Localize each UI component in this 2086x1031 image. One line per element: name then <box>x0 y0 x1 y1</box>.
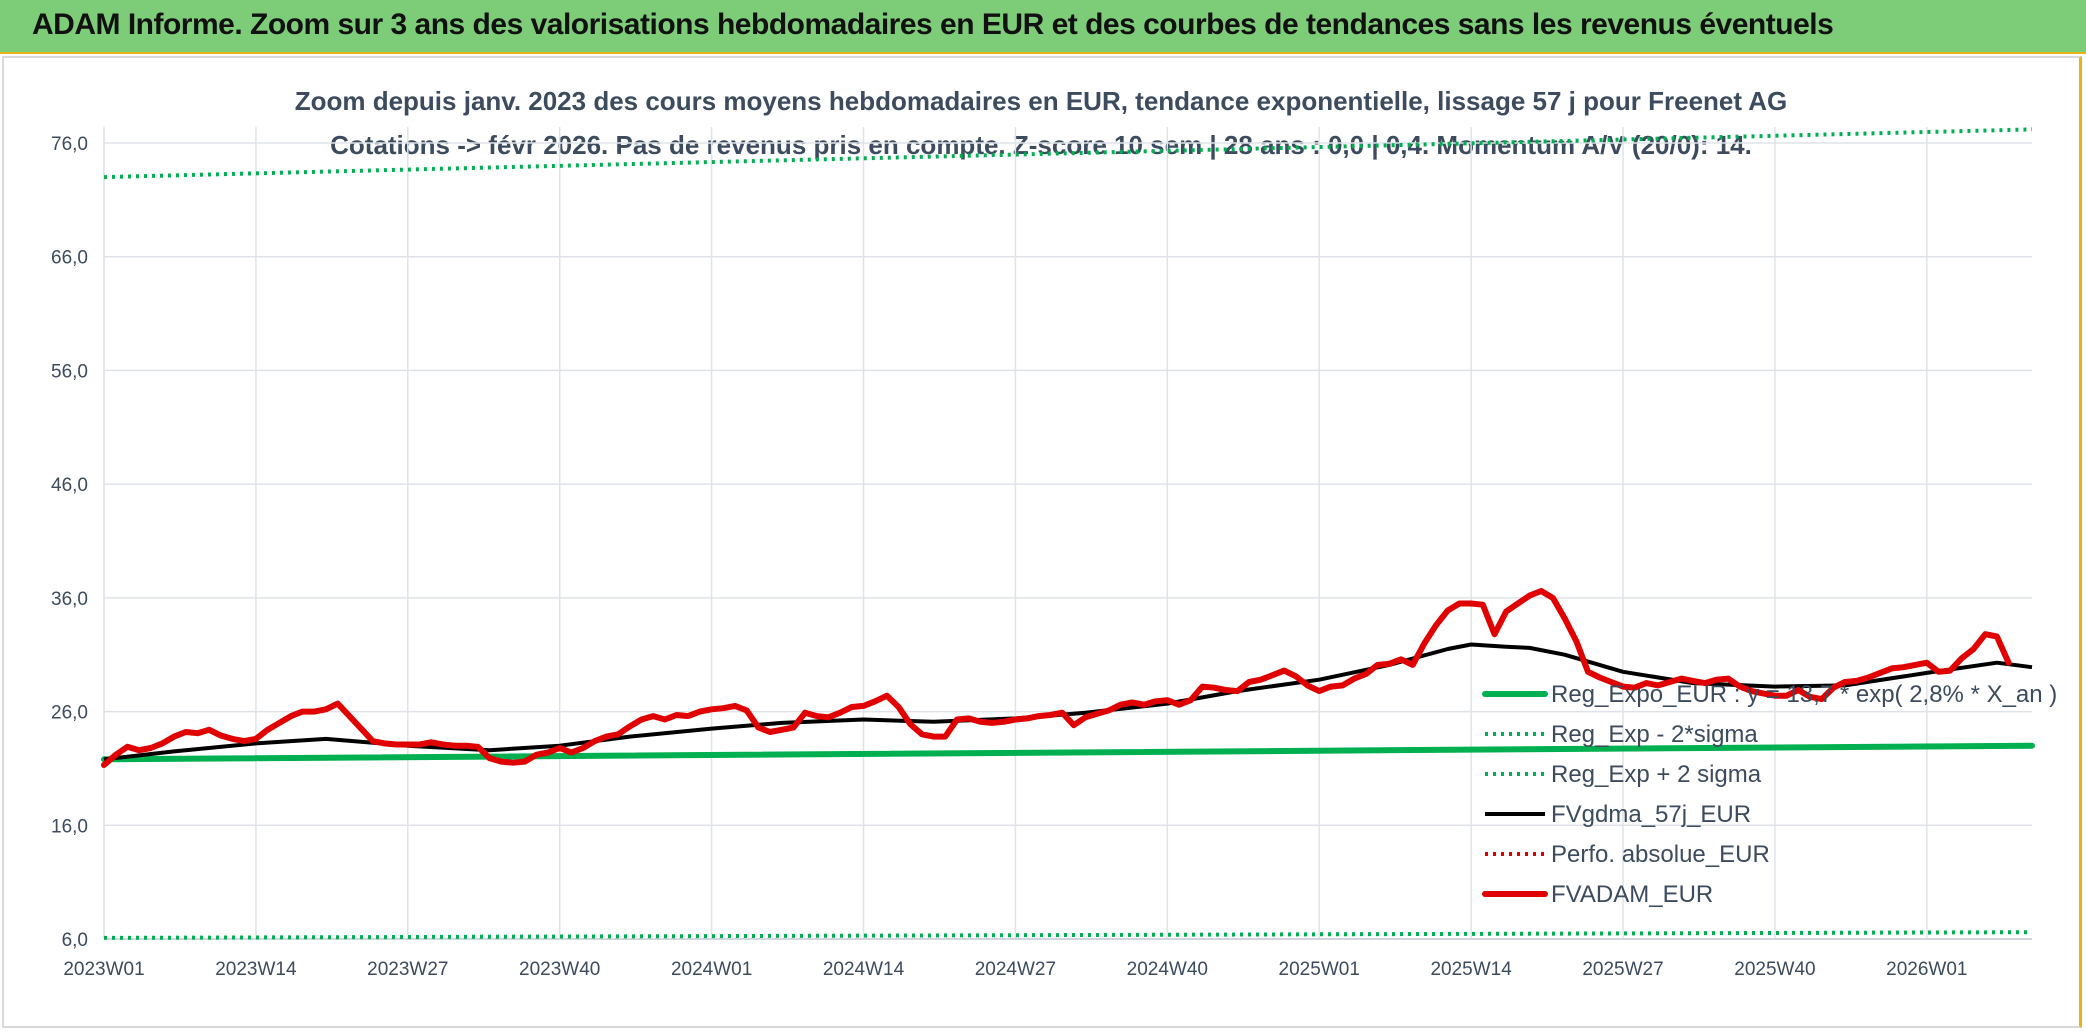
series-line-fvadam-eur <box>101 588 2012 768</box>
report-title: ADAM Informe. Zoom sur 3 ans des valoris… <box>32 8 1834 41</box>
x-tick-label: 2023W27 <box>367 959 448 980</box>
y-tick-label: 16,0 <box>51 816 88 837</box>
y-tick-label: 66,0 <box>51 248 88 269</box>
y-tick-label: 56,0 <box>51 361 88 382</box>
report-banner: ADAM Informe. Zoom sur 3 ans des valoris… <box>0 0 2086 54</box>
y-tick-label: 46,0 <box>51 475 88 496</box>
y-tick-label: 6,0 <box>62 930 88 951</box>
x-tick-label: 2024W14 <box>823 959 905 980</box>
x-tick-label: 2024W27 <box>975 959 1056 980</box>
series-line-reg-exp-2-sigma <box>103 930 2033 940</box>
x-tick-label: 2024W01 <box>671 959 752 980</box>
x-tick-label: 2025W27 <box>1582 959 1663 980</box>
series-line-reg-expo-eur-y-13-7-exp-2-8-x-an <box>101 742 2035 763</box>
x-tick-label: 2023W01 <box>63 959 144 980</box>
x-tick-label: 2024W40 <box>1127 959 1208 980</box>
x-tick-label: 2026W01 <box>1886 959 1967 980</box>
x-tick-label: 2025W40 <box>1734 959 1815 980</box>
series-line-reg-exp-2-sigma <box>103 127 2033 180</box>
chart-frame <box>2 56 2082 1028</box>
x-tick-label: 2023W40 <box>519 959 600 980</box>
x-tick-label: 2025W01 <box>1279 959 1360 980</box>
x-tick-label: 2025W14 <box>1430 959 1512 980</box>
chart-title: Zoom depuis janv. 2023 des cours moyens … <box>295 86 1788 116</box>
y-tick-label: 36,0 <box>51 589 88 610</box>
x-tick-label: 2023W14 <box>215 959 297 980</box>
legend-label: Reg_Expo_EUR : y = 13,7 * exp( 2,8% * X_… <box>1551 681 2057 708</box>
legend-label: Reg_Exp + 2 sigma <box>1551 761 1762 788</box>
legend-label: Reg_Exp - 2*sigma <box>1551 721 1758 748</box>
legend-label: Perfo. absolue_EUR <box>1551 841 1770 868</box>
y-tick-label: 26,0 <box>51 703 88 724</box>
legend-label: FVADAM_EUR <box>1551 881 1713 908</box>
legend-label: FVgdma_57j_EUR <box>1551 801 1751 828</box>
y-tick-label: 76,0 <box>51 134 88 155</box>
